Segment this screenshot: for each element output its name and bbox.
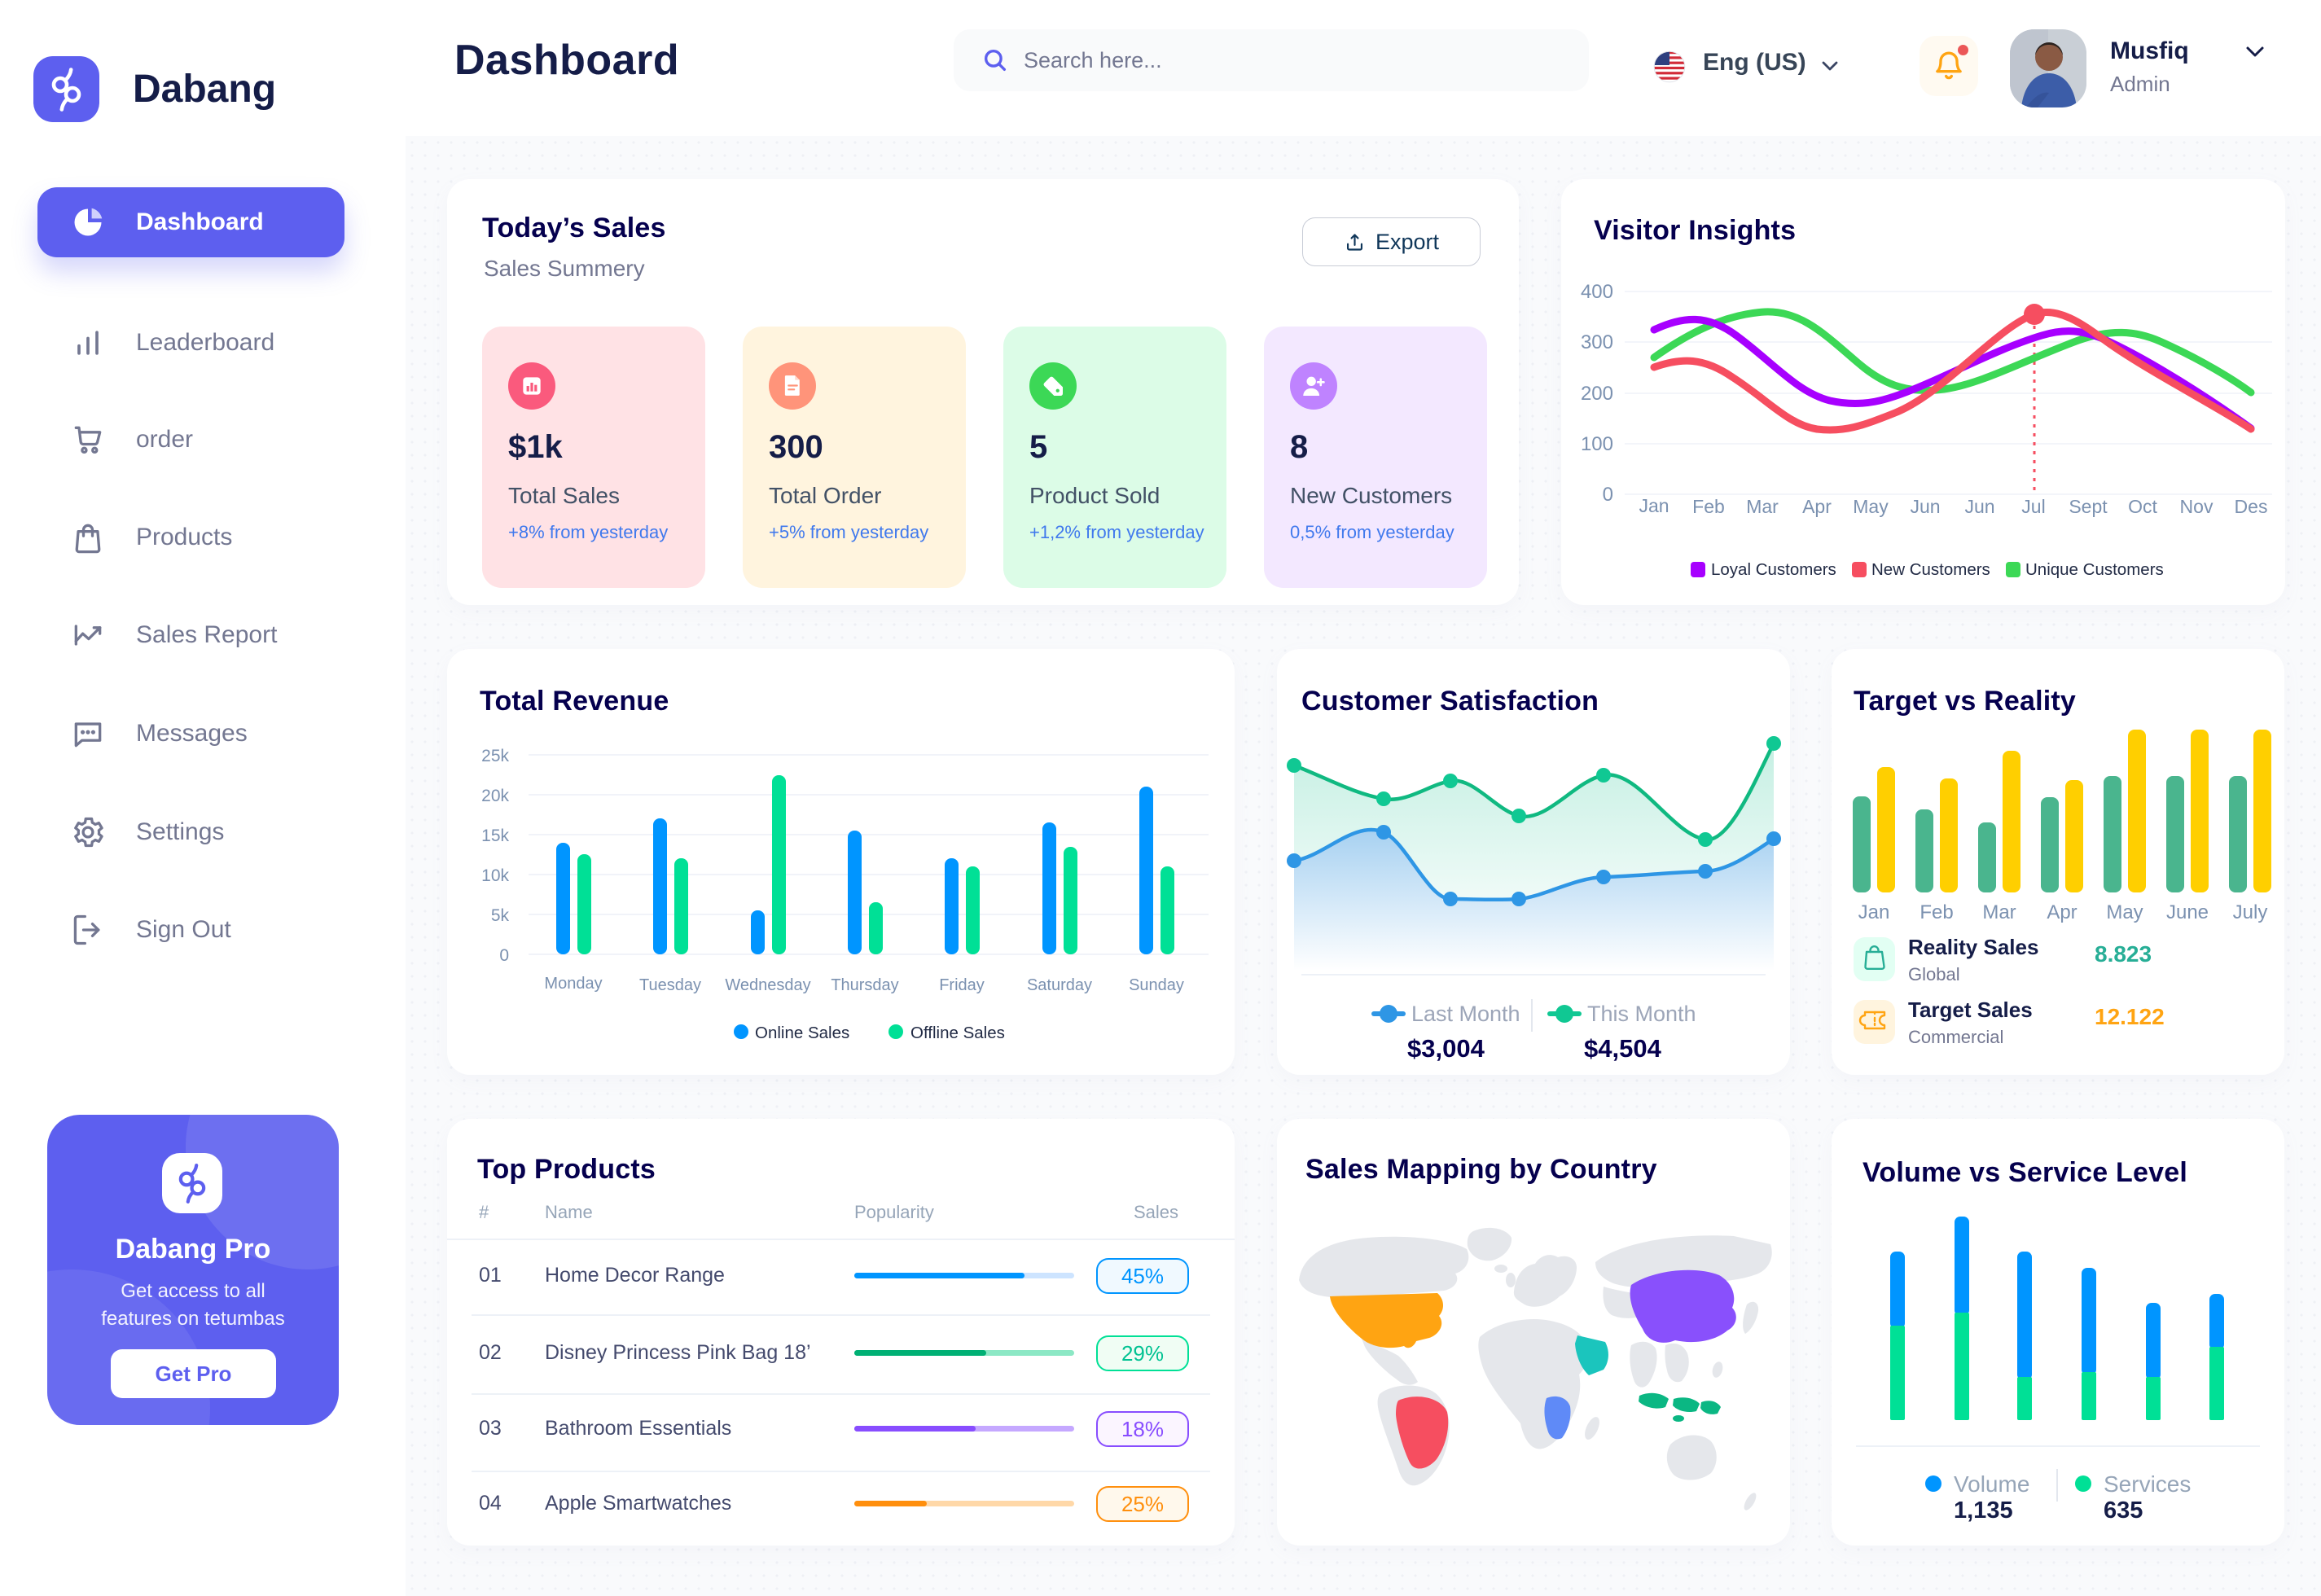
svg-text:Nov: Nov (2180, 496, 2214, 517)
svg-text:Monday: Monday (544, 975, 602, 993)
svg-text:Popularity: Popularity (854, 1202, 934, 1222)
svg-text:Apr: Apr (2047, 901, 2077, 923)
svg-text:May: May (1853, 496, 1889, 517)
svg-text:Home Decor Range: Home Decor Range (545, 1264, 725, 1287)
svg-text:Jun: Jun (1964, 496, 1994, 517)
svg-text:Global: Global (1908, 964, 1960, 984)
svg-text:200: 200 (1581, 383, 1613, 405)
svg-text:Commercial: Commercial (1908, 1027, 2003, 1047)
svg-text:400: 400 (1581, 281, 1613, 303)
svg-text:45%: 45% (1121, 1264, 1164, 1288)
svg-text:02: 02 (479, 1341, 502, 1364)
svg-text:Loyal Customers: Loyal Customers (1711, 560, 1836, 579)
svg-text:15k: 15k (481, 826, 509, 845)
svg-text:New Customers: New Customers (1871, 560, 1990, 579)
svg-text:This Month: This Month (1587, 1002, 1696, 1026)
svg-text:Jun: Jun (1910, 496, 1940, 517)
svg-text:20k: 20k (481, 787, 509, 805)
svg-text:04: 04 (479, 1492, 502, 1515)
svg-text:Sept: Sept (2069, 496, 2108, 517)
svg-text:Unique Customers: Unique Customers (2025, 560, 2164, 579)
svg-text:Bathroom Essentials: Bathroom Essentials (545, 1417, 731, 1440)
svg-text:25k: 25k (481, 747, 509, 765)
svg-text:29%: 29% (1121, 1341, 1164, 1366)
svg-text:Oct: Oct (2128, 496, 2157, 517)
svg-text:1,135: 1,135 (1954, 1497, 2013, 1524)
svg-text:Friday: Friday (939, 976, 985, 994)
svg-text:Mar: Mar (1982, 901, 2016, 923)
svg-text:Thursday: Thursday (831, 976, 898, 994)
svg-text:Sunday: Sunday (1129, 976, 1184, 994)
svg-text:25%: 25% (1121, 1492, 1164, 1516)
svg-text:Jan: Jan (1639, 495, 1669, 516)
svg-text:#: # (479, 1202, 489, 1222)
svg-text:18%: 18% (1121, 1417, 1164, 1441)
svg-text:Feb: Feb (1920, 901, 1953, 923)
svg-text:$3,004: $3,004 (1407, 1034, 1485, 1063)
svg-text:June: June (2166, 901, 2209, 923)
svg-text:635: 635 (2104, 1497, 2143, 1524)
svg-text:0: 0 (499, 946, 509, 965)
svg-text:03: 03 (479, 1417, 502, 1440)
svg-text:0: 0 (1603, 484, 1613, 506)
svg-text:Sales: Sales (1134, 1202, 1178, 1222)
svg-text:Des: Des (2235, 496, 2268, 517)
svg-text:Wednesday: Wednesday (725, 976, 810, 994)
svg-text:Disney Princess Pink Bag 18’: Disney Princess Pink Bag 18’ (545, 1341, 811, 1364)
svg-text:10k: 10k (481, 866, 509, 885)
svg-text:Volume: Volume (1954, 1471, 2029, 1497)
svg-text:Online Sales: Online Sales (755, 1024, 849, 1042)
svg-text:Services: Services (2104, 1471, 2191, 1497)
svg-text:Mar: Mar (1746, 496, 1779, 517)
svg-text:300: 300 (1581, 331, 1613, 353)
svg-text:12.122: 12.122 (2095, 1004, 2165, 1029)
svg-text:01: 01 (479, 1264, 502, 1287)
svg-text:Offline Sales: Offline Sales (910, 1024, 1005, 1042)
svg-text:Jan: Jan (1858, 901, 1890, 923)
svg-text:May: May (2106, 901, 2143, 923)
svg-text:Target Sales: Target Sales (1908, 998, 2033, 1022)
svg-text:Apr: Apr (1802, 496, 1832, 517)
svg-text:July: July (2233, 901, 2268, 923)
svg-text:$4,504: $4,504 (1584, 1034, 1662, 1063)
svg-text:100: 100 (1581, 433, 1613, 455)
svg-text:Saturday: Saturday (1027, 976, 1092, 994)
svg-text:8.823: 8.823 (2095, 941, 2152, 967)
svg-text:Last Month: Last Month (1411, 1002, 1520, 1026)
svg-text:5k: 5k (491, 906, 510, 925)
svg-text:Name: Name (545, 1202, 593, 1222)
svg-text:Apple Smartwatches: Apple Smartwatches (545, 1492, 731, 1515)
svg-text:Tuesday: Tuesday (639, 976, 701, 994)
svg-text:Feb: Feb (1692, 496, 1725, 517)
svg-text:Reality Sales: Reality Sales (1908, 935, 2038, 959)
svg-text:Jul: Jul (2021, 496, 2045, 517)
